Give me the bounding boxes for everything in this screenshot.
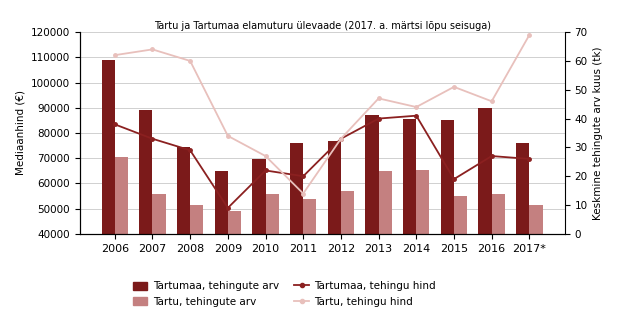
Tartumaa, tehingu hind: [262, 168, 269, 172]
Bar: [530, 205, 543, 316]
Bar: [139, 110, 153, 316]
Bar: [417, 170, 430, 316]
Bar: [403, 119, 417, 316]
Bar: [379, 171, 392, 316]
Tartumaa, tehingu hind: [111, 122, 119, 126]
Line: Tartumaa, tehingu hind: Tartumaa, tehingu hind: [113, 114, 531, 210]
Bar: [190, 205, 203, 316]
Tartu, tehingu hind: [451, 85, 458, 89]
Line: Tartu, tehingu hind: Tartu, tehingu hind: [113, 33, 531, 195]
Tartumaa, tehingu hind: [451, 177, 458, 181]
Tartu, tehingu hind: [526, 33, 533, 37]
Bar: [492, 193, 505, 316]
Bar: [266, 193, 279, 316]
Title: Tartu ja Tartumaa elamuturu ülevaade (2017. a. märtsi lõpu seisuga): Tartu ja Tartumaa elamuturu ülevaade (20…: [153, 21, 491, 31]
Tartumaa, tehingu hind: [337, 137, 345, 141]
Tartumaa, tehingu hind: [488, 154, 496, 158]
Tartu, tehingu hind: [488, 100, 496, 103]
Bar: [365, 115, 379, 316]
Tartumaa, tehingu hind: [187, 149, 194, 152]
Tartumaa, tehingu hind: [149, 137, 156, 141]
Tartumaa, tehingu hind: [413, 114, 420, 118]
Bar: [328, 141, 341, 316]
Tartu, tehingu hind: [111, 53, 119, 57]
Tartumaa, tehingu hind: [375, 117, 383, 120]
Bar: [454, 196, 467, 316]
Bar: [214, 171, 228, 316]
Tartumaa, tehingu hind: [526, 157, 533, 161]
Bar: [252, 160, 266, 316]
Tartumaa, tehingu hind: [224, 206, 232, 210]
Tartu, tehingu hind: [413, 105, 420, 109]
Bar: [228, 211, 241, 316]
Bar: [478, 108, 492, 316]
Tartu, tehingu hind: [300, 191, 307, 195]
Bar: [101, 60, 115, 316]
Bar: [177, 147, 190, 316]
Bar: [153, 193, 166, 316]
Bar: [341, 191, 354, 316]
Tartu, tehingu hind: [149, 47, 156, 51]
Tartu, tehingu hind: [262, 154, 269, 158]
Tartu, tehingu hind: [337, 137, 345, 141]
Bar: [290, 143, 303, 316]
Bar: [115, 157, 128, 316]
Tartu, tehingu hind: [375, 96, 383, 100]
Bar: [441, 120, 454, 316]
Bar: [303, 198, 316, 316]
Y-axis label: Mediaanhind (€): Mediaanhind (€): [15, 90, 25, 175]
Tartu, tehingu hind: [224, 134, 232, 138]
Tartu, tehingu hind: [187, 59, 194, 63]
Y-axis label: Keskmine tehingute arv kuus (tk): Keskmine tehingute arv kuus (tk): [593, 46, 603, 220]
Tartumaa, tehingu hind: [300, 174, 307, 178]
Bar: [516, 143, 530, 316]
Legend: Tartumaa, tehingute arv, Tartu, tehingute arv, Tartumaa, tehingu hind, Tartu, te: Tartumaa, tehingute arv, Tartu, tehingut…: [129, 277, 440, 311]
